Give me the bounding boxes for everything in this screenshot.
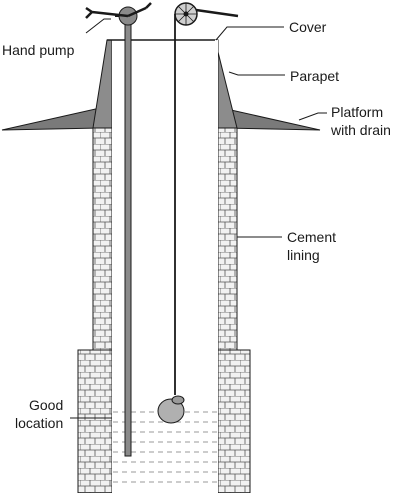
pulley-wheel-icon [174, 2, 239, 26]
hand-pump-icon [85, 2, 152, 457]
label-platform-line2: with drain [330, 122, 391, 138]
lower-wall-right [217, 349, 251, 493]
label-good-line1: Good [29, 397, 63, 413]
label-hand-pump: Hand pump [2, 42, 75, 58]
pot-icon [157, 395, 185, 424]
lower-wall-left [77, 349, 113, 493]
label-cement-line2: lining [287, 247, 320, 263]
label-platform-line1: Platform [331, 104, 383, 120]
cement-lining-left [92, 127, 113, 351]
parapet-left [92, 39, 113, 129]
platform-left [1, 107, 101, 131]
label-good-line2: location [15, 415, 63, 431]
leader-lines [70, 18, 327, 419]
parapet-right [214, 39, 238, 129]
label-parapet: Parapet [290, 68, 339, 84]
label-cement-line1: Cement [287, 229, 336, 245]
cement-lining-right [217, 127, 238, 351]
label-cover: Cover [289, 19, 327, 35]
